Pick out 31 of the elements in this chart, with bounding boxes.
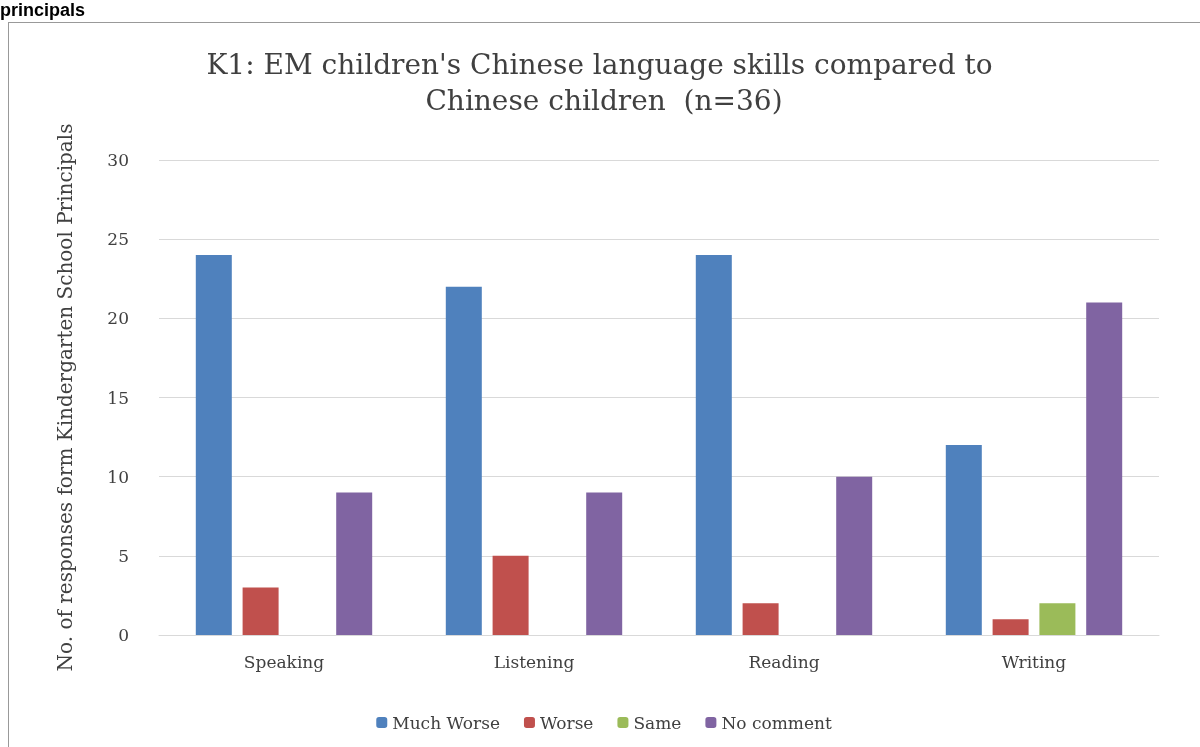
y-tick-label: 25	[107, 229, 129, 250]
legend-label: Much Worse	[392, 712, 500, 733]
bar	[945, 445, 982, 635]
bar	[1039, 603, 1076, 635]
y-tick-label: 30	[107, 150, 129, 170]
x-tick-label: Reading	[748, 651, 820, 672]
bar	[336, 492, 373, 635]
bar	[992, 619, 1029, 635]
text: principals	[0, 0, 86, 20]
bar	[586, 492, 623, 635]
x-tick-label: Listening	[493, 651, 575, 672]
bar	[242, 587, 279, 635]
y-tick-label: 0	[118, 625, 129, 645]
y-tick-label: 10	[107, 466, 129, 487]
y-axis-title: No. of responses form Kindergarten School Principals	[53, 123, 77, 672]
legend-label: No comment	[721, 712, 832, 733]
legend-label: Same	[633, 712, 682, 733]
bar	[1086, 302, 1123, 635]
bar	[445, 286, 482, 635]
chart-title: K1: EM children's Chinese language skills compared to Chinese children (n=36)	[206, 47, 1002, 117]
y-tick-label: 20	[107, 308, 129, 329]
legend-label: Worse	[539, 712, 594, 733]
x-tick-label: Speaking	[243, 651, 325, 672]
bar	[195, 255, 232, 635]
x-tick-label: Writing	[1001, 651, 1067, 672]
bar	[742, 603, 779, 635]
bar	[695, 255, 732, 635]
bar	[492, 555, 529, 635]
bar	[836, 476, 873, 635]
y-tick-label: 15	[107, 387, 129, 408]
y-tick-label: 5	[118, 545, 129, 566]
